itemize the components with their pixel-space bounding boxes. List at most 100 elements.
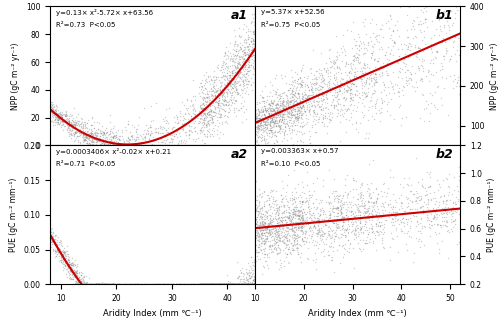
Point <box>210 282 218 287</box>
Point <box>293 111 301 117</box>
Point <box>232 90 239 95</box>
Point <box>199 282 207 287</box>
Point <box>334 205 342 210</box>
Point <box>108 282 116 287</box>
Point <box>308 93 316 98</box>
Point <box>70 125 78 130</box>
Point <box>357 225 365 230</box>
Point <box>436 26 444 32</box>
Point <box>324 110 332 115</box>
Point <box>110 143 118 148</box>
Point <box>262 106 270 111</box>
Point <box>68 269 76 274</box>
Point <box>208 282 216 287</box>
Point <box>52 116 60 121</box>
Point <box>262 227 270 233</box>
Point <box>182 138 190 143</box>
Text: y=0.0003406× x²-0.02× x+0.21: y=0.0003406× x²-0.02× x+0.21 <box>56 148 172 155</box>
Point <box>312 121 320 126</box>
Point <box>406 216 414 221</box>
Point <box>245 282 253 287</box>
Point <box>300 198 308 203</box>
Point <box>115 138 123 143</box>
Point <box>208 282 216 287</box>
Point <box>278 94 285 99</box>
Point <box>218 282 226 287</box>
Point <box>172 282 180 287</box>
Point <box>91 132 99 137</box>
Point <box>200 116 207 121</box>
Point <box>248 71 256 77</box>
Point <box>219 62 227 68</box>
Point <box>70 276 78 281</box>
Point <box>285 125 293 130</box>
Point <box>256 210 264 215</box>
Point <box>455 53 463 58</box>
Point <box>205 113 213 118</box>
Point <box>262 143 270 148</box>
Point <box>279 106 287 111</box>
Point <box>280 124 288 129</box>
Point <box>326 76 334 81</box>
Point <box>244 66 252 71</box>
Point <box>298 130 306 135</box>
Point <box>242 51 250 56</box>
Point <box>380 226 388 231</box>
Point <box>226 90 234 95</box>
Point <box>94 282 102 287</box>
Point <box>100 282 108 287</box>
Point <box>304 199 312 204</box>
Point <box>220 97 228 102</box>
Point <box>68 123 76 128</box>
Point <box>294 90 302 95</box>
Point <box>76 133 84 138</box>
Point <box>374 107 382 112</box>
Point <box>222 113 230 118</box>
Point <box>170 132 178 137</box>
Point <box>300 209 308 214</box>
Point <box>404 216 412 221</box>
Point <box>372 213 380 218</box>
Point <box>396 123 404 128</box>
Point <box>298 83 306 88</box>
Point <box>250 282 258 287</box>
Point <box>271 92 279 97</box>
Point <box>180 120 188 126</box>
Point <box>288 90 296 95</box>
Point <box>230 282 238 287</box>
Point <box>370 56 378 61</box>
Point <box>250 281 258 286</box>
Point <box>68 262 76 267</box>
Point <box>172 282 180 287</box>
Point <box>284 131 292 136</box>
Point <box>284 229 292 234</box>
Point <box>80 137 88 142</box>
Point <box>394 206 402 211</box>
Point <box>233 282 241 287</box>
Point <box>252 232 260 237</box>
Point <box>80 280 88 285</box>
Point <box>225 88 233 93</box>
Point <box>96 138 104 143</box>
Point <box>258 135 266 140</box>
Point <box>210 282 218 287</box>
Point <box>364 199 372 204</box>
Point <box>50 109 58 114</box>
Point <box>216 100 224 106</box>
Point <box>218 282 226 287</box>
Point <box>288 87 296 92</box>
Point <box>257 126 265 131</box>
Point <box>74 282 82 287</box>
Point <box>428 93 436 98</box>
Point <box>224 282 232 287</box>
Point <box>146 282 154 287</box>
Point <box>278 116 286 121</box>
Point <box>294 224 302 230</box>
Point <box>186 282 194 287</box>
Point <box>444 218 452 223</box>
Point <box>78 279 86 284</box>
Point <box>214 282 222 287</box>
Point <box>238 282 246 287</box>
Point <box>74 111 82 117</box>
Point <box>232 97 240 102</box>
